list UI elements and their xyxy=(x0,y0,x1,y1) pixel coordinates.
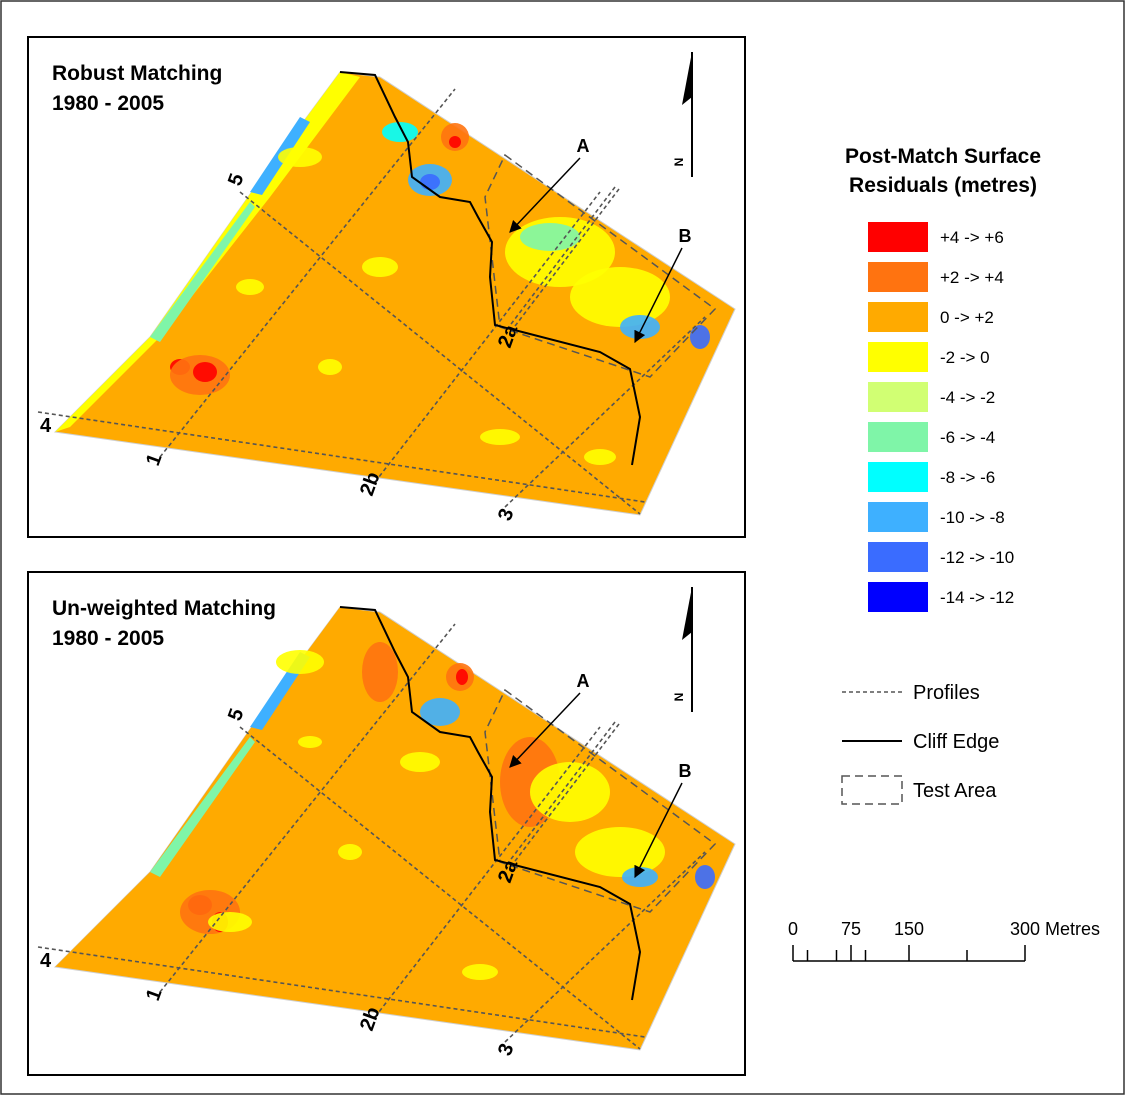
legend-label: 0 -> +2 xyxy=(940,308,994,327)
legend-symbol-label: Profiles xyxy=(913,682,980,704)
panel-title: Un-weighted Matching xyxy=(52,597,276,620)
legend-label: -2 -> 0 xyxy=(940,348,990,367)
scale-tick-label: 150 xyxy=(894,919,924,939)
residual-patch xyxy=(208,912,252,932)
residual-patch xyxy=(530,762,610,822)
legend-label: -6 -> -4 xyxy=(940,428,995,447)
legend-swatch xyxy=(868,382,928,412)
legend-label: -4 -> -2 xyxy=(940,388,995,407)
legend-label: -10 -> -8 xyxy=(940,508,1005,527)
profile-label: 4 xyxy=(40,950,52,972)
residual-patch xyxy=(318,359,342,375)
legend-label: +4 -> +6 xyxy=(940,228,1004,247)
north-label: N xyxy=(672,158,686,167)
scale-unit: Metres xyxy=(1045,919,1100,939)
residual-patch xyxy=(584,449,616,465)
legend-symbol-label: Cliff Edge xyxy=(913,731,999,753)
residual-patch xyxy=(362,257,398,277)
residual-patch xyxy=(276,650,324,674)
residual-patch xyxy=(400,752,440,772)
scale-tick-label: 75 xyxy=(841,919,861,939)
residual-patch xyxy=(193,362,217,382)
figure: 52a412b3ABRobust Matching1980 - 2005N52a… xyxy=(0,0,1125,1095)
legend-title: Residuals (metres) xyxy=(849,174,1037,197)
annotation-label: A xyxy=(577,136,590,156)
legend-swatch xyxy=(868,462,928,492)
legend-label: -12 -> -10 xyxy=(940,548,1014,567)
residual-patch xyxy=(362,642,398,702)
legend-swatch xyxy=(868,582,928,612)
legend-swatch xyxy=(868,222,928,252)
residual-patch xyxy=(298,736,322,748)
panel-title: Robust Matching xyxy=(52,62,222,85)
annotation-label: B xyxy=(679,226,692,246)
residual-patch xyxy=(449,136,461,148)
north-label: N xyxy=(672,693,686,702)
legend-swatch xyxy=(868,422,928,452)
residual-patch xyxy=(570,267,670,327)
residual-patch xyxy=(622,867,658,887)
legend-swatch xyxy=(868,502,928,532)
residual-patch xyxy=(695,865,715,889)
legend-swatch xyxy=(868,262,928,292)
legend-swatch xyxy=(868,342,928,372)
legend-title: Post-Match Surface xyxy=(845,145,1041,168)
scale-tick-label: 0 xyxy=(788,919,798,939)
legend-swatch xyxy=(868,542,928,572)
residual-patch xyxy=(338,844,362,860)
legend-label: -8 -> -6 xyxy=(940,468,995,487)
profile-label: 4 xyxy=(40,415,52,437)
panel-title: 1980 - 2005 xyxy=(52,627,164,650)
annotation-label: B xyxy=(679,761,692,781)
scale-tick-label: 300 xyxy=(1010,919,1040,939)
residual-patch xyxy=(236,279,264,295)
legend-label: -14 -> -12 xyxy=(940,588,1014,607)
residual-patch xyxy=(520,223,580,251)
residual-patch xyxy=(620,315,660,339)
residual-patch xyxy=(480,429,520,445)
annotation-label: A xyxy=(577,671,590,691)
residual-patch xyxy=(278,147,322,167)
residual-patch xyxy=(456,669,468,685)
panel-title: 1980 - 2005 xyxy=(52,92,164,115)
legend-symbol-label: Test Area xyxy=(913,780,997,802)
legend-label: +2 -> +4 xyxy=(940,268,1004,287)
legend-swatch xyxy=(868,302,928,332)
residual-patch xyxy=(420,174,440,190)
residual-patch xyxy=(462,964,498,980)
